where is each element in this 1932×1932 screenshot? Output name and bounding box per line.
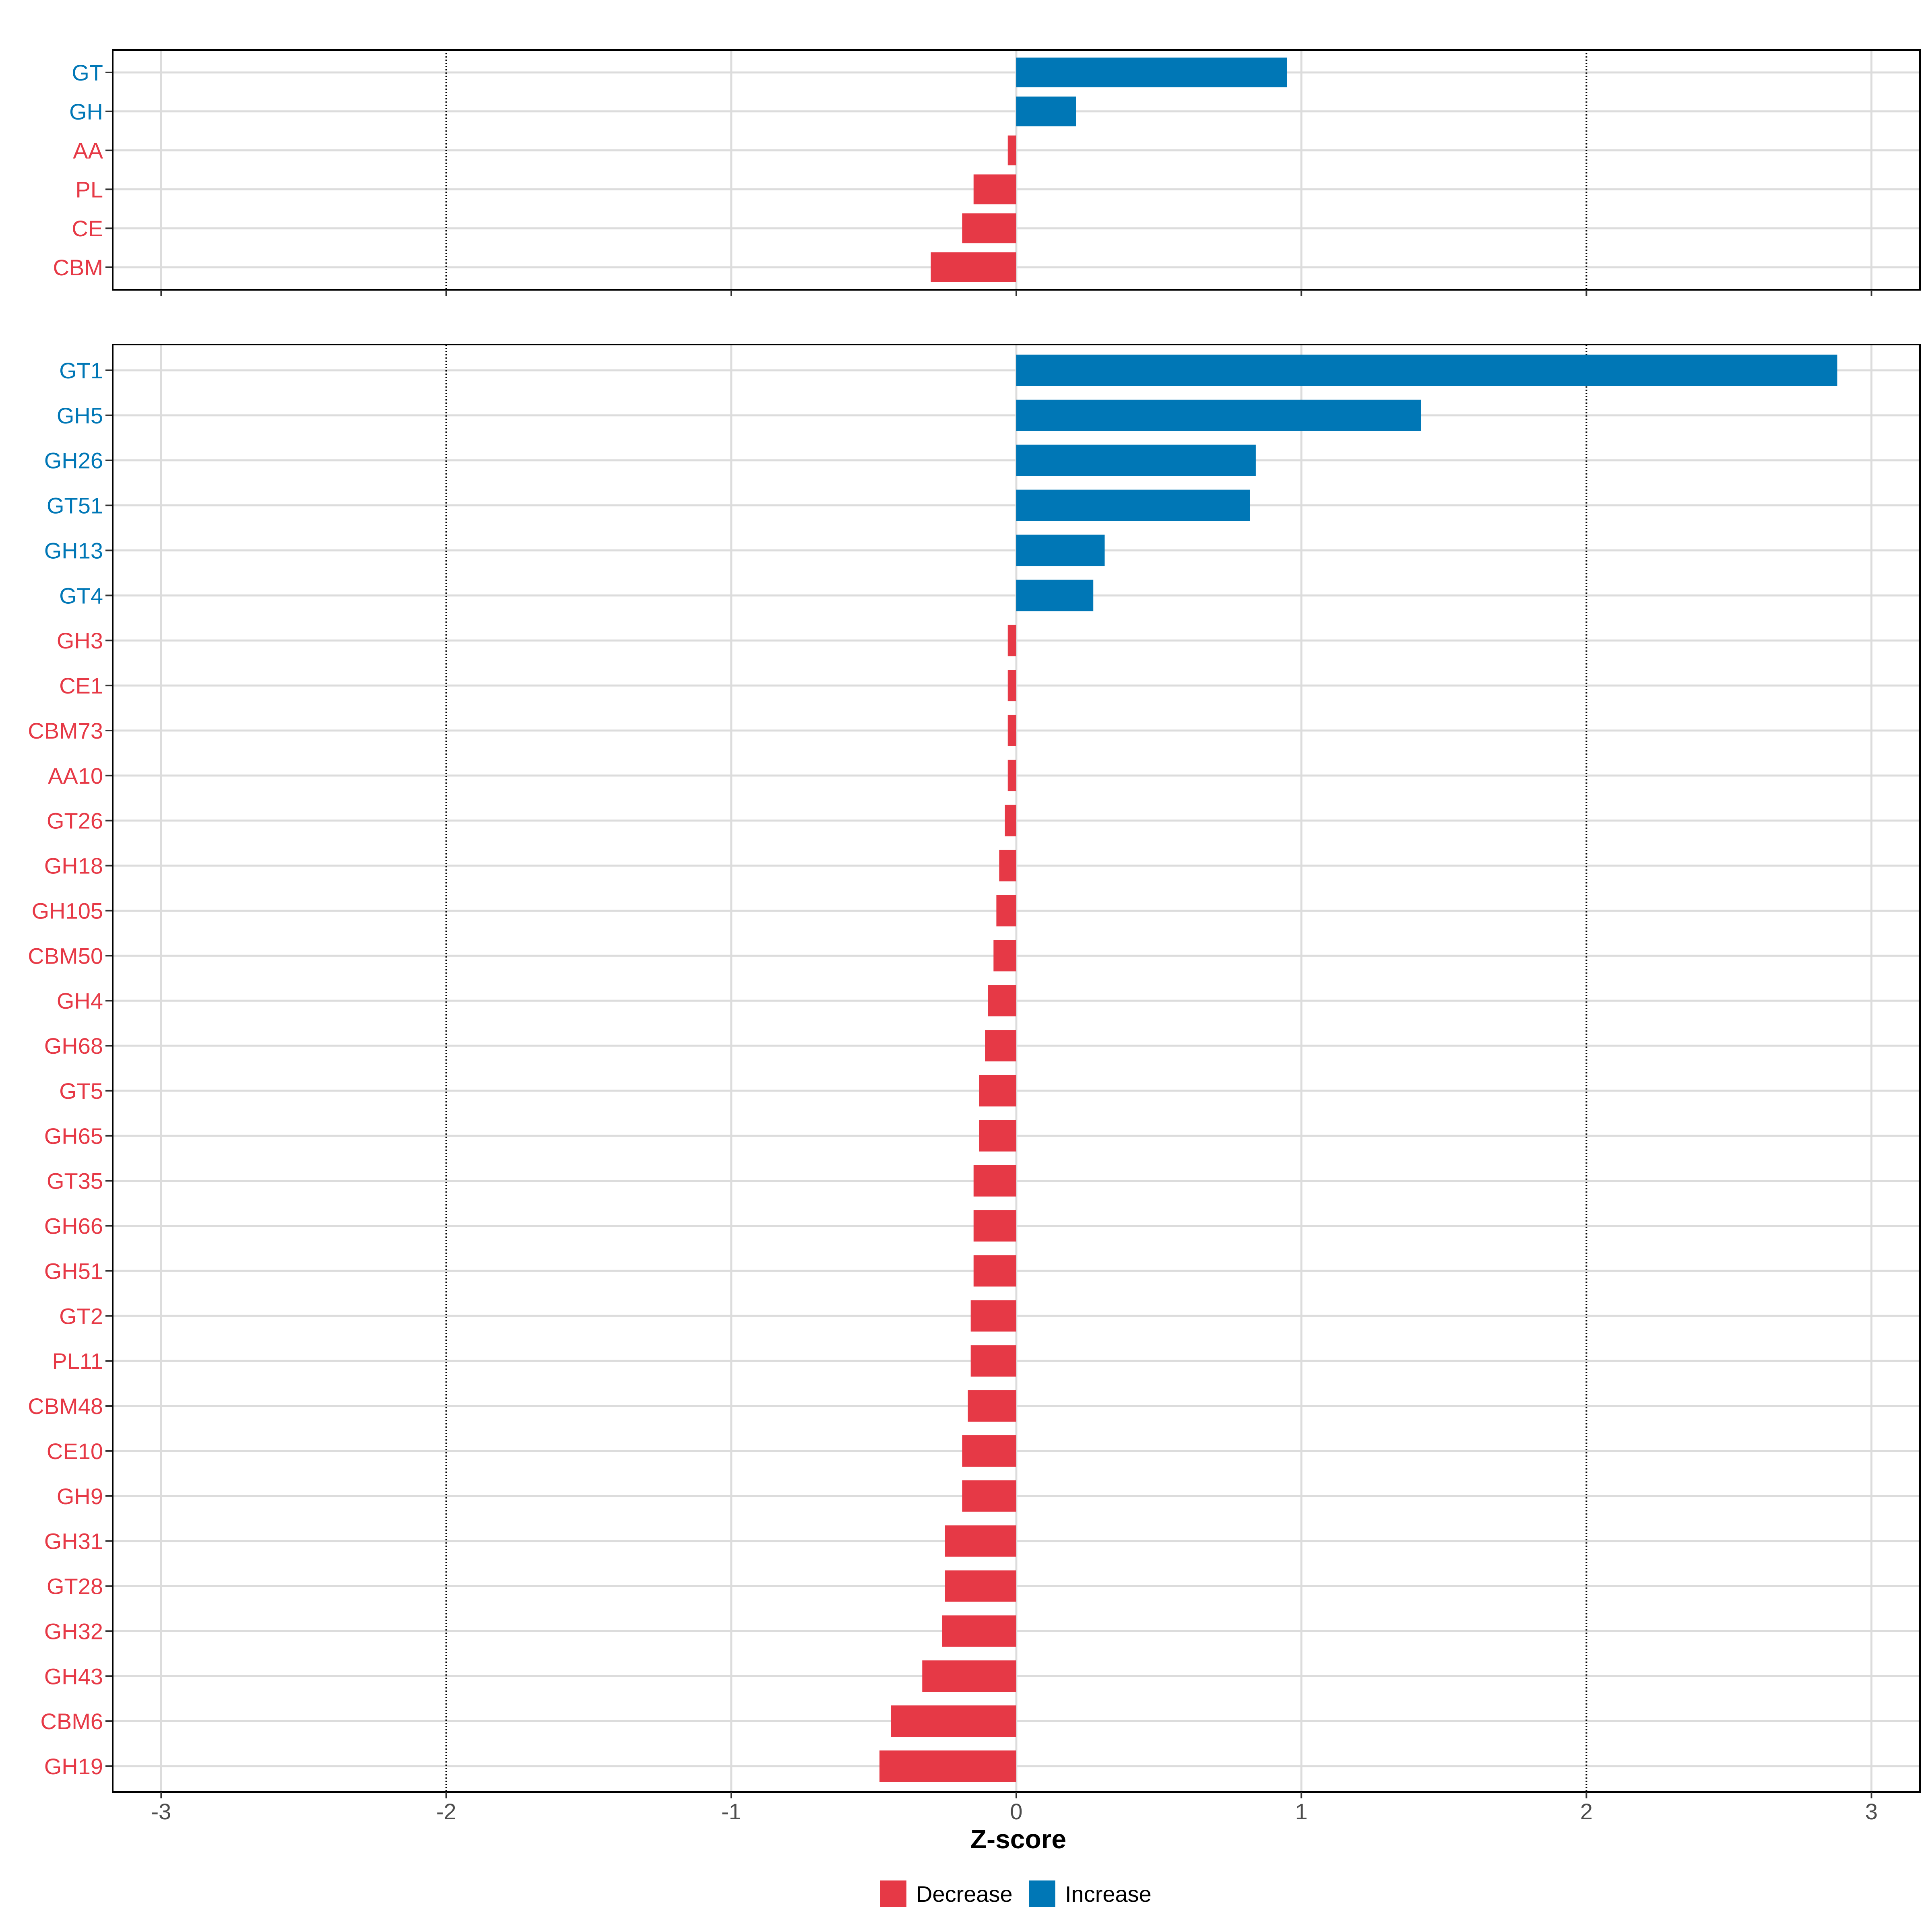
legend: Decrease Increase (880, 1880, 1152, 1907)
category-label: GT2 (59, 1303, 103, 1329)
bar-CE10 (962, 1435, 1016, 1467)
category-label: GT5 (59, 1078, 103, 1104)
x-axis: -3 -2 -1 0 1 2 3 (151, 1799, 1878, 1824)
bar-GH32 (942, 1615, 1016, 1647)
bar-GH66 (973, 1210, 1016, 1242)
x-axis-title: Z-score (970, 1824, 1066, 1854)
bar-GT1 (1016, 355, 1837, 386)
bar-GH13 (1016, 535, 1105, 566)
bar-GH18 (999, 850, 1016, 881)
category-label: GT4 (59, 583, 103, 608)
category-label: GT35 (47, 1168, 103, 1194)
bar-CE1 (1007, 670, 1016, 702)
bar-GT28 (945, 1570, 1016, 1602)
bar-GH43 (922, 1660, 1016, 1692)
bar-GT2 (970, 1300, 1016, 1332)
bar-CBM73 (1007, 714, 1016, 746)
category-label: CBM48 (28, 1393, 103, 1419)
category-label: GH65 (44, 1123, 103, 1149)
category-label: GT51 (47, 493, 103, 518)
category-label: GH43 (44, 1664, 103, 1689)
bar-PL (973, 174, 1016, 204)
category-label: CE10 (47, 1439, 103, 1464)
bar-GH (1016, 96, 1076, 126)
category-label: GH68 (44, 1033, 103, 1059)
bar-GH105 (996, 895, 1016, 927)
bar-GH68 (985, 1030, 1016, 1062)
category-label: CBM73 (28, 718, 103, 743)
legend-swatch-increase (1029, 1880, 1055, 1907)
bar-CBM6 (891, 1705, 1016, 1737)
x-tick-label: 3 (1865, 1799, 1878, 1824)
category-label: GT28 (47, 1574, 103, 1599)
class-panel: GT GH AA PL CE CBM (53, 49, 1921, 296)
bar-CBM48 (968, 1390, 1016, 1422)
category-label: PL (76, 177, 103, 202)
category-label: GH32 (44, 1618, 103, 1644)
x-tick-label: 2 (1580, 1799, 1593, 1824)
bar-GH31 (945, 1525, 1016, 1557)
category-label: AA10 (48, 763, 103, 788)
bar-AA (1007, 135, 1016, 165)
category-label: GH66 (44, 1214, 103, 1239)
category-label: CBM (53, 255, 103, 280)
category-label: GH31 (44, 1529, 103, 1554)
category-label: GH13 (44, 538, 103, 563)
bar-GT26 (1005, 805, 1016, 836)
x-tick-label: 1 (1295, 1799, 1308, 1824)
bar-GT51 (1016, 489, 1250, 521)
bar-CBM50 (993, 940, 1016, 972)
bar-CE (962, 213, 1016, 244)
category-label: GT (72, 60, 103, 85)
category-label: CBM6 (40, 1709, 103, 1734)
category-label: GH105 (32, 898, 103, 923)
category-label: GH5 (57, 403, 103, 428)
bar-AA10 (1007, 760, 1016, 791)
bar-PL11 (970, 1345, 1016, 1377)
category-label: GH26 (44, 448, 103, 473)
category-label: GH18 (44, 853, 103, 879)
x-tick-label: -3 (151, 1799, 171, 1824)
category-label: PL11 (52, 1348, 103, 1374)
x-tick-label: 0 (1010, 1799, 1022, 1824)
category-label: GH4 (57, 988, 103, 1013)
bar-GT5 (979, 1075, 1016, 1106)
legend-label-increase: Increase (1065, 1881, 1152, 1907)
legend-swatch-decrease (880, 1880, 906, 1907)
category-label: GT1 (59, 358, 103, 383)
x-tick-label: -2 (436, 1799, 456, 1824)
category-label: CE1 (59, 673, 103, 698)
category-label: GH19 (44, 1754, 103, 1779)
category-label: GH9 (57, 1484, 103, 1509)
category-label: CBM50 (28, 943, 103, 968)
bar-GT35 (973, 1165, 1016, 1197)
family-panel: GT1 GH5 GH26 GT51 GH13 GT4 GH3 CE1 CBM73 AA10 GT26… (28, 344, 1921, 1798)
x-tick-label: -1 (721, 1799, 741, 1824)
bar-GH26 (1016, 444, 1256, 476)
bar-CBM (931, 252, 1016, 282)
bar-GH19 (879, 1750, 1016, 1782)
bar-GH4 (988, 985, 1016, 1017)
bar-GT (1016, 58, 1287, 87)
bar-GH51 (973, 1255, 1016, 1287)
bar-GH65 (979, 1120, 1016, 1152)
category-label: GH3 (57, 628, 103, 653)
category-label: CE (72, 216, 103, 241)
category-label: GH51 (44, 1258, 103, 1284)
legend-label-decrease: Decrease (916, 1881, 1013, 1907)
category-label: GT26 (47, 808, 103, 834)
category-label: GH (69, 99, 103, 124)
bar-GT4 (1016, 580, 1094, 611)
bar-GH3 (1007, 625, 1016, 656)
bar-GH5 (1016, 399, 1421, 431)
category-label: AA (73, 138, 103, 163)
bar-GH9 (962, 1480, 1016, 1512)
